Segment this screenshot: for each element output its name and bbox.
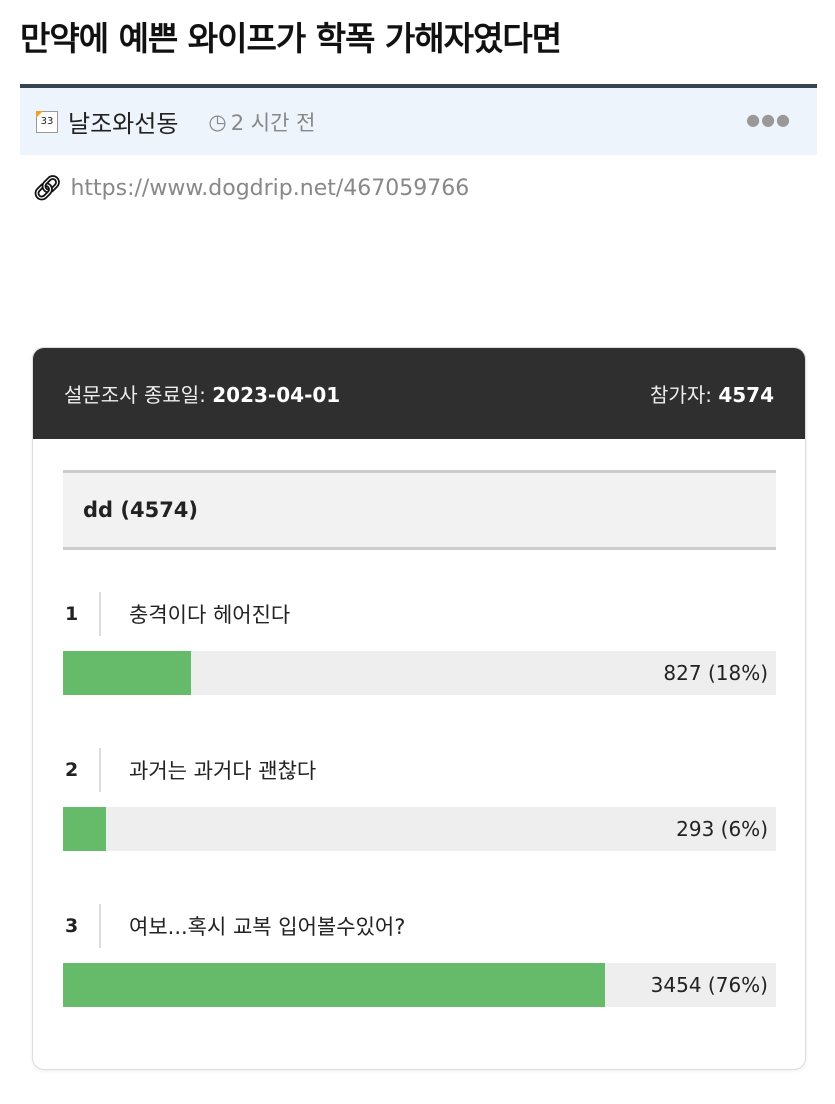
option-result-fill <box>63 807 106 851</box>
option-result-fill <box>63 963 605 1007</box>
participants-value: 4574 <box>718 383 774 407</box>
poll-header: 설문조사 종료일: 2023-04-01 참가자: 4574 <box>33 348 805 439</box>
option-text: 과거는 과거다 괜찮다 <box>129 759 317 783</box>
option-text: 충격이다 헤어진다 <box>129 603 291 627</box>
option-result-bar: 827 (18%) <box>63 651 776 695</box>
title-divider <box>20 84 817 88</box>
time-text: 2 시간 전 <box>230 110 316 135</box>
post-meta-bar: 33 날조와선동 ◷ 2 시간 전 ●●● <box>20 88 817 155</box>
post-time: ◷ 2 시간 전 <box>208 107 315 137</box>
option-number: 2 <box>65 759 79 781</box>
post-url[interactable]: https://www.dogdrip.net/467059766 <box>70 175 470 201</box>
post-link[interactable]: 🔗︎ https://www.dogdrip.net/467059766 <box>32 174 469 202</box>
option-result-fill <box>63 651 192 695</box>
end-label: 설문조사 종료일: <box>64 383 206 407</box>
poll-option[interactable]: 3 여보...혹시 교복 입어볼수있어? 3454 (76%) <box>63 903 776 1007</box>
poll-end-date: 설문조사 종료일: 2023-04-01 <box>64 379 340 408</box>
author-name[interactable]: 날조와선동 <box>68 110 179 138</box>
option-text: 여보...혹시 교복 입어볼수있어? <box>129 915 406 939</box>
option-result-bar: 3454 (76%) <box>63 963 776 1007</box>
participants-label: 참가자: <box>650 383 712 407</box>
link-icon: 🔗︎ <box>32 174 63 202</box>
poll-option[interactable]: 1 충격이다 헤어진다 827 (18%) <box>63 591 776 695</box>
option-result-value: 293 (6%) <box>676 817 768 841</box>
clock-icon: ◷ <box>208 109 227 134</box>
post-title: 만약에 예쁜 와이프가 학폭 가해자였다면 <box>20 19 562 58</box>
poll-card: 설문조사 종료일: 2023-04-01 참가자: 4574 dd (4574)… <box>32 347 806 1070</box>
more-options-icon[interactable]: ●●● <box>746 110 791 129</box>
level-badge-icon: 33 <box>36 110 58 133</box>
option-number: 3 <box>65 915 79 937</box>
option-result-value: 827 (18%) <box>663 661 768 685</box>
option-number: 1 <box>65 603 79 625</box>
poll-participants: 참가자: 4574 <box>650 379 774 408</box>
option-separator <box>99 592 101 636</box>
poll-question: dd (4574) <box>63 470 776 550</box>
end-date-value: 2023-04-01 <box>212 383 341 407</box>
option-separator <box>99 748 101 792</box>
option-separator <box>99 904 101 948</box>
option-result-value: 3454 (76%) <box>650 973 768 997</box>
poll-option[interactable]: 2 과거는 과거다 괜찮다 293 (6%) <box>63 747 776 851</box>
option-result-bar: 293 (6%) <box>63 807 776 851</box>
